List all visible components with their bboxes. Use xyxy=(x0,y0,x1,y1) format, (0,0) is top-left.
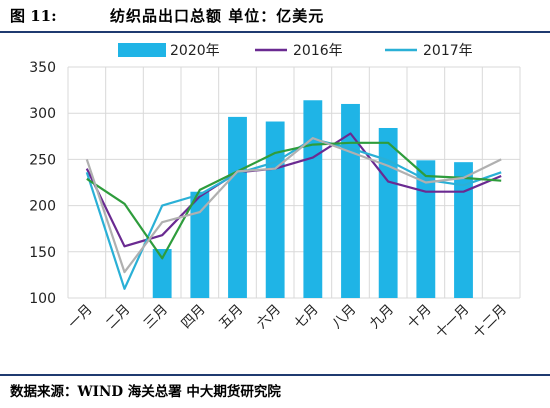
gridlines xyxy=(67,66,521,299)
bars-2020 xyxy=(152,100,473,299)
bar-2020-6 xyxy=(265,121,285,299)
y-tick-label-150: 150 xyxy=(29,245,56,261)
bar-2020-7 xyxy=(303,100,323,298)
y-tick-label-100: 100 xyxy=(29,291,56,307)
y-tick-label-200: 200 xyxy=(29,199,56,215)
x-tick-label-2: 二月 xyxy=(103,302,133,332)
figure-title-bar: 图 11: 纺织品出口总额 单位：亿美元 xyxy=(0,0,550,30)
x-tick-label-1: 一月 xyxy=(65,302,95,332)
bar-2020-4 xyxy=(190,191,210,298)
bar-2020-10 xyxy=(416,160,436,298)
x-tick-label-4: 四月 xyxy=(178,302,208,332)
x-tick-label-10: 十月 xyxy=(404,302,434,332)
bar-2020-9 xyxy=(378,127,398,298)
legend-swatch-1 xyxy=(118,43,166,57)
bar-2020-5 xyxy=(228,116,247,298)
series-lines xyxy=(85,132,502,290)
y-tick-label-350: 350 xyxy=(29,60,56,76)
legend-label-1: 2020年 xyxy=(170,43,220,59)
top-rule xyxy=(0,31,550,33)
legend-label-3: 2017年 xyxy=(423,43,473,59)
x-tick-label-5: 五月 xyxy=(216,302,246,332)
source-note: 数据来源：WIND 海关总署 中大期货研究院 xyxy=(10,384,281,400)
x-tick-label-8: 八月 xyxy=(329,302,359,332)
y-axis: 100 150 200 250 300 350 xyxy=(29,60,56,307)
x-tick-label-9: 九月 xyxy=(367,302,397,332)
legend: 2020年 2016年 2017年 xyxy=(118,43,473,59)
x-tick-label-7: 七月 xyxy=(291,302,321,332)
x-tick-label-6: 六月 xyxy=(254,302,284,332)
x-tick-label-3: 三月 xyxy=(141,302,171,332)
x-tick-label-12: 十二月 xyxy=(470,302,510,342)
y-tick-label-250: 250 xyxy=(29,152,56,168)
bar-2020-3 xyxy=(152,249,172,298)
bottom-rule xyxy=(0,374,550,376)
series-line-3 xyxy=(86,141,502,260)
x-tick-label-11: 十一月 xyxy=(432,302,472,342)
figure-title: 纺织品出口总额 单位：亿美元 xyxy=(110,6,325,25)
series-line-1 xyxy=(85,132,502,248)
legend-label-2: 2016年 xyxy=(293,43,343,59)
figure-number: 图 11: xyxy=(10,6,57,25)
y-tick-label-300: 300 xyxy=(29,106,56,122)
series-line-4 xyxy=(85,136,502,274)
bar-2020-8 xyxy=(341,103,360,299)
bar-2020-11 xyxy=(454,162,473,298)
